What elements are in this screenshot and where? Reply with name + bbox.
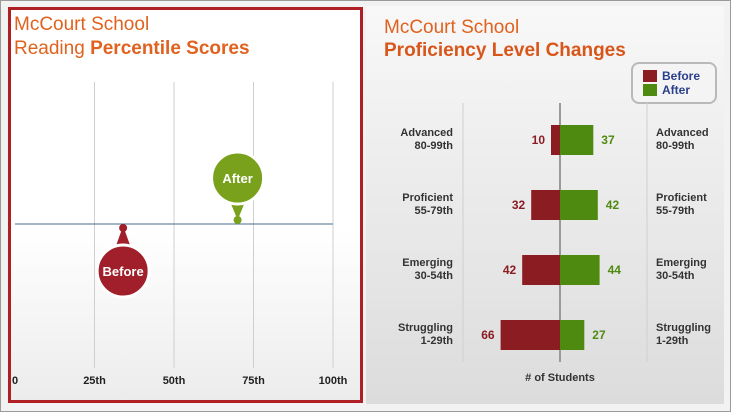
category-label-left: Advanced [400, 127, 453, 139]
category-range-right: 30-54th [656, 270, 695, 282]
category-label-left: Emerging [402, 257, 453, 269]
percentile-title-line1: McCourt School [14, 14, 150, 35]
legend-swatch-before [643, 70, 657, 82]
legend: Before After [631, 62, 717, 104]
percentile-title-bold: Percentile Scores [90, 38, 250, 59]
percentile-tick-label: 25th [83, 375, 106, 387]
percentile-tick-label: 100th [319, 375, 348, 387]
category-range-left: 55-79th [414, 205, 453, 217]
value-label-after: 44 [608, 263, 622, 277]
category-range-left: 30-54th [414, 270, 453, 282]
category-label-right: Struggling [656, 322, 711, 334]
category-range-right: 55-79th [656, 205, 695, 217]
legend-item-before: Before [643, 69, 700, 83]
legend-label-before: Before [662, 69, 701, 83]
percentile-tick-label: 50th [163, 375, 186, 387]
proficiency-x-axis-label: # of Students [525, 372, 595, 384]
percentile-marker-before: Before [95, 224, 151, 299]
category-label-left: Struggling [398, 322, 453, 334]
percentile-marker-after: After [210, 150, 266, 224]
value-label-before: 66 [481, 328, 495, 342]
bar-before [500, 320, 560, 350]
bar-before [522, 255, 560, 285]
category-label-left: Proficient [402, 192, 453, 204]
percentile-panel-background [11, 230, 360, 400]
category-range-right: 1-29th [656, 335, 689, 347]
value-label-before: 32 [512, 198, 526, 212]
legend-item-after: After [643, 83, 690, 97]
percentile-pin-label: Before [103, 264, 144, 279]
percentile-pin-bubble [95, 243, 151, 299]
percentile-title-prefix: Reading [14, 38, 91, 59]
value-label-after: 27 [592, 328, 606, 342]
percentile-panel [8, 7, 363, 403]
percentile-pin-bubble [210, 150, 266, 206]
percentile-tick-label: 75th [242, 375, 265, 387]
legend-label-after: After [662, 83, 691, 97]
bar-before [531, 190, 560, 220]
value-label-before: 42 [503, 263, 517, 277]
value-label-after: 37 [601, 133, 615, 147]
bar-after [560, 320, 585, 350]
category-label-right: Advanced [656, 127, 709, 139]
bar-before [551, 125, 560, 155]
value-label-after: 42 [606, 198, 620, 212]
legend-swatch-after [643, 84, 657, 96]
value-label-before: 10 [532, 133, 546, 147]
proficiency-title-line1: McCourt School [384, 17, 520, 38]
percentile-pin-label: After [222, 171, 252, 186]
percentile-tick-label: 0 [12, 375, 18, 387]
category-range-left: 80-99th [414, 140, 453, 152]
category-label-right: Emerging [656, 257, 707, 269]
category-range-left: 1-29th [421, 335, 454, 347]
category-range-right: 80-99th [656, 140, 695, 152]
bar-after [560, 190, 598, 220]
bar-after [560, 255, 600, 285]
bar-after [560, 125, 594, 155]
proficiency-title-line2: Proficiency Level Changes [384, 40, 626, 61]
percentile-title-line2: Reading Percentile Scores [14, 38, 250, 60]
category-label-right: Proficient [656, 192, 707, 204]
